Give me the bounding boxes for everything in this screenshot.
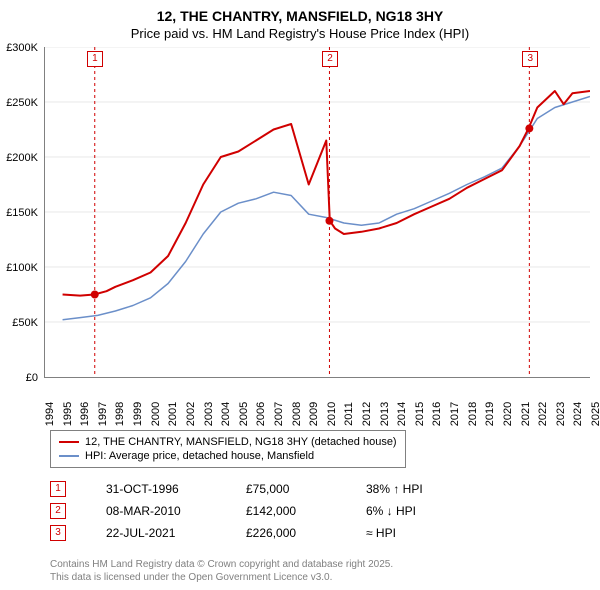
y-tick-label: £300K xyxy=(6,42,38,54)
annotation-pct: 38% ↑ HPI xyxy=(366,482,456,496)
legend: 12, THE CHANTRY, MANSFIELD, NG18 3HY (de… xyxy=(50,430,406,468)
x-tick-label: 2024 xyxy=(572,402,584,426)
legend-label: HPI: Average price, detached house, Mans… xyxy=(85,450,314,462)
annotation-pct: 6% ↓ HPI xyxy=(366,504,456,518)
y-axis-labels: £0£50K£100K£150K£200K£250K£300K xyxy=(0,48,42,378)
x-tick-label: 2005 xyxy=(238,402,250,426)
y-tick-label: £50K xyxy=(12,317,38,329)
x-tick-label: 2014 xyxy=(396,402,408,426)
x-tick-label: 1995 xyxy=(62,402,74,426)
x-tick-label: 2023 xyxy=(555,402,567,426)
annotation-price: £75,000 xyxy=(246,482,326,496)
annotation-price: £226,000 xyxy=(246,526,326,540)
x-tick-label: 1994 xyxy=(44,402,56,426)
x-tick-label: 2002 xyxy=(185,402,197,426)
event-marker: 1 xyxy=(87,51,103,67)
legend-item: HPI: Average price, detached house, Mans… xyxy=(59,449,397,463)
x-tick-label: 2021 xyxy=(520,402,532,426)
x-tick-label: 2009 xyxy=(308,402,320,426)
annotation-marker: 1 xyxy=(50,481,66,497)
x-tick-label: 2010 xyxy=(326,402,338,426)
x-tick-label: 2016 xyxy=(431,402,443,426)
x-tick-label: 2020 xyxy=(502,402,514,426)
legend-swatch xyxy=(59,441,79,443)
legend-swatch xyxy=(59,455,79,457)
y-tick-label: £0 xyxy=(26,372,38,384)
annotation-date: 22-JUL-2021 xyxy=(106,526,206,540)
x-tick-label: 2001 xyxy=(167,402,179,426)
event-marker: 2 xyxy=(322,51,338,67)
footer-line-1: Contains HM Land Registry data © Crown c… xyxy=(50,558,393,571)
x-axis-labels: 1994 1995 1996 1997 1998 1999 2000 2001 2002 2003… xyxy=(44,380,590,430)
plot-area: 1 2 3 xyxy=(44,47,590,378)
event-marker: 3 xyxy=(522,51,538,67)
y-tick-label: £100K xyxy=(6,262,38,274)
annotation-date: 08-MAR-2010 xyxy=(106,504,206,518)
legend-item: 12, THE CHANTRY, MANSFIELD, NG18 3HY (de… xyxy=(59,435,397,449)
footer-text: Contains HM Land Registry data © Crown c… xyxy=(50,558,393,584)
x-tick-label: 2000 xyxy=(150,402,162,426)
x-tick-label: 2018 xyxy=(467,402,479,426)
legend-label: 12, THE CHANTRY, MANSFIELD, NG18 3HY (de… xyxy=(85,436,397,448)
y-tick-label: £150K xyxy=(6,207,38,219)
annotation-date: 31-OCT-1996 xyxy=(106,482,206,496)
x-tick-label: 2022 xyxy=(537,402,549,426)
y-tick-label: £200K xyxy=(6,152,38,164)
x-tick-label: 1998 xyxy=(114,402,126,426)
chart-container: 12, THE CHANTRY, MANSFIELD, NG18 3HY Pri… xyxy=(0,0,600,590)
x-tick-label: 2008 xyxy=(291,402,303,426)
annotation-row: 1 31-OCT-1996 £75,000 38% ↑ HPI xyxy=(50,478,456,500)
annotation-price: £142,000 xyxy=(246,504,326,518)
annotation-pct: ≈ HPI xyxy=(366,526,456,540)
annotation-marker: 2 xyxy=(50,503,66,519)
annotation-row: 2 08-MAR-2010 £142,000 6% ↓ HPI xyxy=(50,500,456,522)
y-tick-label: £250K xyxy=(6,97,38,109)
x-tick-label: 2007 xyxy=(273,402,285,426)
x-tick-label: 2015 xyxy=(414,402,426,426)
x-tick-label: 1997 xyxy=(97,402,109,426)
footer-line-2: This data is licensed under the Open Gov… xyxy=(50,571,393,584)
x-tick-label: 2013 xyxy=(379,402,391,426)
x-tick-label: 2011 xyxy=(343,402,355,426)
annotation-row: 3 22-JUL-2021 £226,000 ≈ HPI xyxy=(50,522,456,544)
x-tick-label: 2012 xyxy=(361,402,373,426)
x-tick-label: 1996 xyxy=(79,402,91,426)
x-tick-label: 2006 xyxy=(255,402,267,426)
x-tick-label: 2019 xyxy=(484,402,496,426)
annotation-marker: 3 xyxy=(50,525,66,541)
x-tick-label: 2004 xyxy=(220,402,232,426)
annotation-table: 1 31-OCT-1996 £75,000 38% ↑ HPI 2 08-MAR-2010… xyxy=(50,478,456,544)
x-tick-label: 2017 xyxy=(449,402,461,426)
chart-svg xyxy=(45,47,590,377)
chart-title: 12, THE CHANTRY, MANSFIELD, NG18 3HY xyxy=(0,0,600,24)
x-tick-label: 2025 xyxy=(590,402,600,426)
x-tick-label: 2003 xyxy=(203,402,215,426)
chart-subtitle: Price paid vs. HM Land Registry's House … xyxy=(0,24,600,47)
x-tick-label: 1999 xyxy=(132,402,144,426)
